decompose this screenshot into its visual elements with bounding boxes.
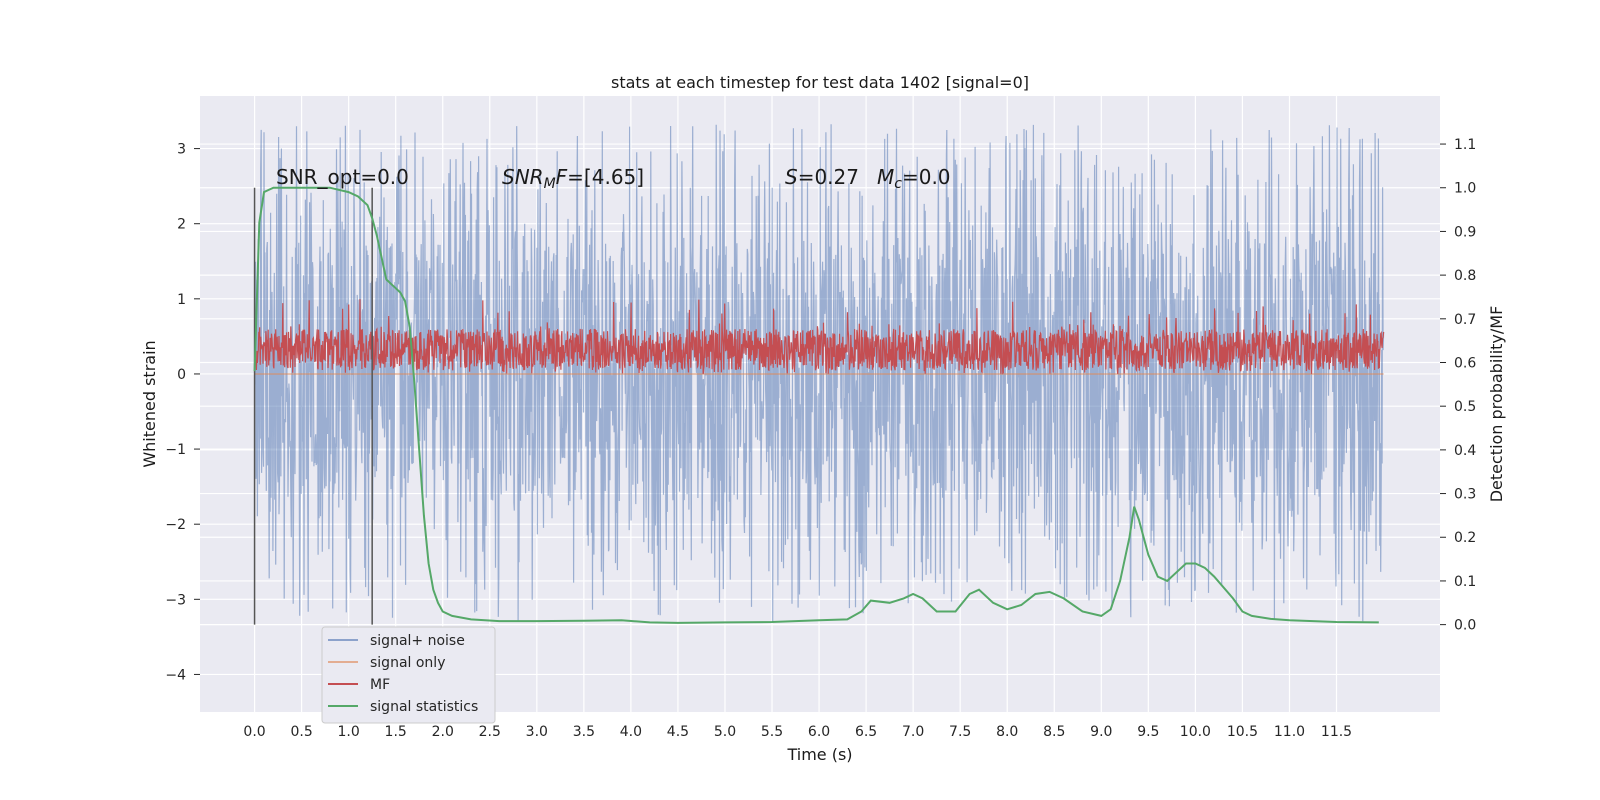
x-tick-label: 8.5 — [1043, 724, 1065, 740]
annotation-snr-mf: SNRMF=[4.65] — [502, 165, 644, 192]
series-signal-statistics — [253, 186, 1379, 624]
x-tick-label: 4.5 — [667, 724, 689, 740]
x-tick-label: 5.0 — [714, 724, 736, 740]
y2-tick-label: 1.1 — [1454, 137, 1476, 153]
y2-tick-label: 0.6 — [1454, 355, 1476, 371]
y2-tick-label: 0.4 — [1454, 443, 1476, 459]
y2-tick-label: 0.3 — [1454, 487, 1476, 503]
annotation-s-mc: S=0.27 Mc=0.0 — [785, 165, 951, 192]
y-tick-label: 2 — [177, 217, 186, 233]
y2-tick-label: 0.9 — [1454, 224, 1476, 240]
x-tick-label: 1.0 — [338, 724, 360, 740]
y2-axis-ticks: 1.1 1.0 0.9 0.8 0.7 0.6 0.5 0.4 0.3 0.2 0.1 0.0 — [1440, 137, 1476, 634]
y-tick-label: 0 — [177, 367, 186, 383]
annotation-snr-opt: SNR_opt=0.0 — [276, 165, 409, 189]
x-tick-label: 8.0 — [996, 724, 1018, 740]
x-tick-label: 2.0 — [432, 724, 454, 740]
y2-tick-label: 0.5 — [1454, 399, 1476, 415]
series-mf — [254, 299, 1385, 375]
x-tick-label: 10.0 — [1180, 724, 1211, 740]
signal-statistics-line — [253, 186, 1379, 624]
x-tick-label: 5.5 — [761, 724, 783, 740]
y-tick-label: −3 — [165, 592, 186, 608]
y-tick-label: −4 — [165, 667, 186, 683]
x-tick-label: 9.0 — [1090, 724, 1112, 740]
x-axis-ticks: 0.0 0.5 1.0 1.5 2.0 2.5 3.0 3.5 4.0 4.5 5.0 5.5 6.0 6… — [243, 724, 1352, 740]
y2-tick-label: 0.0 — [1454, 618, 1476, 634]
y2-tick-label: 0.1 — [1454, 574, 1476, 590]
x-tick-label: 6.5 — [855, 724, 877, 740]
x-tick-label: 7.5 — [949, 724, 971, 740]
y2-tick-label: 0.7 — [1454, 312, 1476, 328]
vertical-markers — [253, 187, 373, 625]
x-tick-label: 10.5 — [1227, 724, 1258, 740]
x-tick-label: 4.0 — [620, 724, 642, 740]
x-tick-label: 0.5 — [290, 724, 312, 740]
legend: signal+ noise signal only MF signal statist… — [321, 626, 496, 724]
chart-title: stats at each timestep for test data 140… — [611, 73, 1029, 92]
y-tick-label: 1 — [177, 292, 186, 308]
mf-line — [254, 299, 1385, 375]
y2-tick-label: 1.0 — [1454, 181, 1476, 197]
y2-axis-label: Detection probability/MF — [1487, 306, 1506, 503]
legend-label: MF — [370, 677, 390, 693]
x-axis-label: Time (s) — [786, 745, 852, 764]
y-axis-ticks: 3 2 1 0 −1 −2 −3 −4 — [165, 142, 200, 683]
legend-label: signal statistics — [370, 699, 478, 715]
x-tick-label: 2.5 — [479, 724, 501, 740]
x-tick-label: 0.0 — [243, 724, 265, 740]
y2-tick-label: 0.8 — [1454, 268, 1476, 284]
x-tick-label: 11.0 — [1274, 724, 1305, 740]
legend-box — [321, 626, 496, 724]
x-tick-label: 11.5 — [1321, 724, 1352, 740]
y2-tick-label: 0.2 — [1454, 530, 1476, 546]
x-tick-label: 9.5 — [1137, 724, 1159, 740]
y-tick-label: 3 — [177, 142, 186, 158]
x-tick-label: 6.0 — [808, 724, 830, 740]
legend-label: signal+ noise — [370, 633, 465, 649]
y-tick-label: −2 — [165, 517, 186, 533]
y-axis-label: Whitened strain — [140, 340, 159, 467]
y-tick-label: −1 — [165, 442, 186, 458]
x-tick-label: 1.5 — [385, 724, 407, 740]
x-tick-label: 3.5 — [573, 724, 595, 740]
legend-label: signal only — [370, 655, 445, 671]
x-tick-label: 3.0 — [526, 724, 548, 740]
x-tick-label: 7.0 — [902, 724, 924, 740]
